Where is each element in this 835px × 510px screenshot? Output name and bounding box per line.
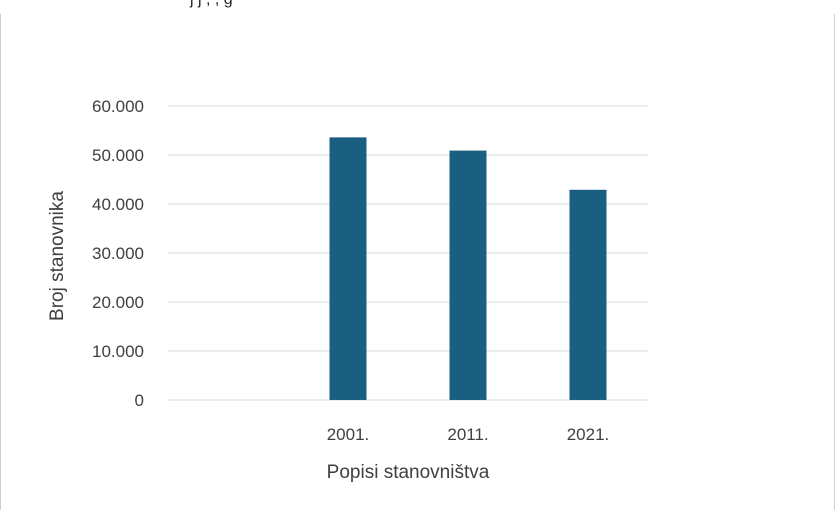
bar-2011 <box>449 150 487 400</box>
y-tick-label: 60.000 <box>92 97 144 116</box>
y-axis-title: Broj stanovnika <box>47 191 68 321</box>
y-tick-labels: 0 10.000 20.000 30.000 40.000 50.000 60.000 <box>92 97 144 410</box>
chart-border-left <box>0 14 1 510</box>
bar-2001 <box>329 137 367 401</box>
y-tick-label: 40.000 <box>92 195 144 214</box>
y-tick-label: 0 <box>135 391 144 410</box>
x-tick-label: 2001. <box>327 425 370 444</box>
y-tick-label: 30.000 <box>92 244 144 263</box>
bars <box>329 137 607 401</box>
x-tick-label: 2011. <box>447 425 488 444</box>
y-tick-label: 20.000 <box>92 293 144 312</box>
x-axis-title: Popisi stanovništva <box>327 462 490 483</box>
cropped-caption-text: j j , , g <box>190 0 233 9</box>
x-tick-label: 2021. <box>567 425 610 444</box>
gridlines <box>168 105 648 401</box>
y-tick-label: 10.000 <box>92 342 144 361</box>
y-tick-label: 50.000 <box>92 146 144 165</box>
bar-2021 <box>569 189 607 400</box>
x-tick-labels: 2001. 2011. 2021. <box>327 425 610 444</box>
